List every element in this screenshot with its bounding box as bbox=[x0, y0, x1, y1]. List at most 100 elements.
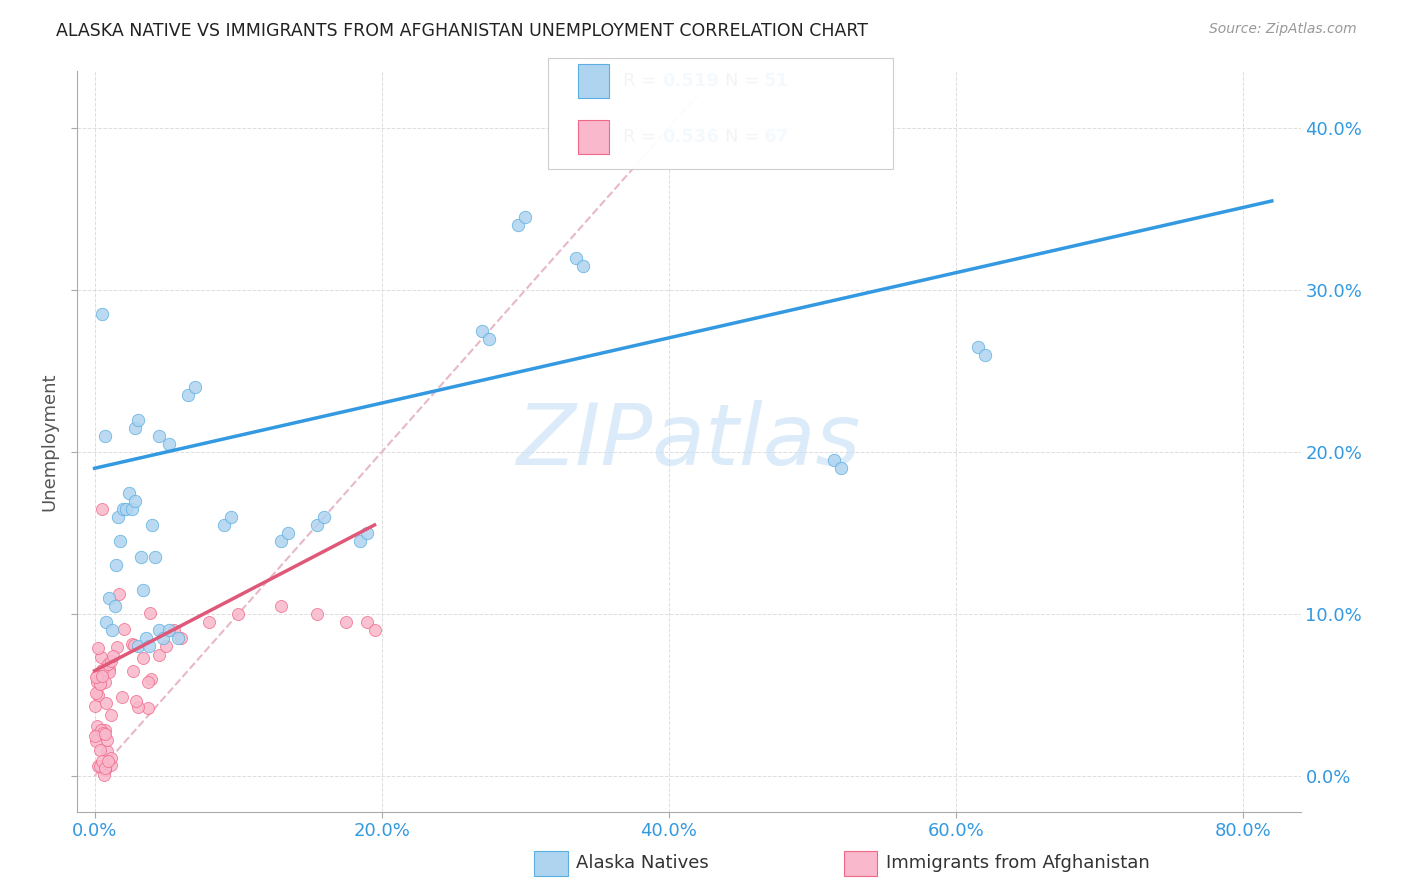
Point bbox=[125, 694, 148, 708]
Point bbox=[132, 651, 155, 665]
Point bbox=[84, 729, 107, 743]
Point bbox=[212, 518, 235, 533]
Text: Alaska Natives: Alaska Natives bbox=[576, 855, 709, 872]
Point bbox=[86, 727, 108, 741]
Point bbox=[100, 757, 122, 772]
Point bbox=[84, 698, 107, 713]
Point bbox=[141, 518, 163, 533]
Point bbox=[184, 380, 207, 394]
Point bbox=[136, 674, 159, 689]
Point bbox=[966, 340, 988, 354]
Point bbox=[349, 534, 371, 549]
Point bbox=[94, 763, 117, 777]
Point bbox=[87, 759, 110, 773]
Point bbox=[127, 700, 149, 714]
Point bbox=[97, 665, 120, 679]
Text: Source: ZipAtlas.com: Source: ZipAtlas.com bbox=[1209, 22, 1357, 37]
Point bbox=[138, 640, 160, 654]
Point bbox=[84, 686, 107, 700]
Text: R =: R = bbox=[623, 72, 662, 90]
Point bbox=[138, 607, 160, 621]
Point bbox=[96, 732, 118, 747]
Point bbox=[94, 674, 117, 689]
Point bbox=[93, 768, 115, 782]
Point bbox=[152, 632, 174, 646]
Point bbox=[219, 509, 242, 524]
Point bbox=[157, 437, 180, 451]
Point bbox=[124, 493, 146, 508]
Text: 51: 51 bbox=[763, 72, 789, 90]
Point bbox=[97, 591, 120, 605]
Point bbox=[830, 461, 852, 475]
Point bbox=[87, 669, 110, 683]
Text: ZIPatlas: ZIPatlas bbox=[517, 400, 860, 483]
Point bbox=[94, 723, 117, 737]
Point bbox=[356, 526, 378, 541]
Point bbox=[115, 501, 138, 516]
Point bbox=[84, 734, 107, 748]
Point bbox=[515, 210, 537, 224]
Point bbox=[314, 509, 336, 524]
Point bbox=[177, 388, 200, 402]
Point bbox=[157, 624, 180, 638]
Point bbox=[90, 723, 112, 737]
Point bbox=[105, 558, 128, 573]
Point bbox=[108, 587, 131, 601]
Point bbox=[973, 348, 995, 362]
Point bbox=[148, 624, 170, 638]
Point bbox=[97, 754, 120, 768]
Point bbox=[121, 664, 143, 678]
Point bbox=[270, 534, 292, 549]
Point bbox=[356, 615, 378, 630]
Point bbox=[98, 662, 121, 676]
Point bbox=[124, 421, 146, 435]
Point bbox=[127, 640, 149, 654]
Point bbox=[823, 453, 845, 467]
Point bbox=[87, 688, 110, 702]
Point bbox=[91, 669, 114, 683]
Point bbox=[277, 526, 299, 541]
Point bbox=[155, 640, 177, 654]
Point bbox=[138, 701, 160, 715]
Point bbox=[110, 534, 132, 549]
Point bbox=[94, 727, 117, 741]
Point bbox=[89, 677, 111, 691]
Point bbox=[112, 622, 135, 636]
Point bbox=[363, 624, 385, 638]
Point bbox=[93, 726, 115, 740]
Y-axis label: Unemployment: Unemployment bbox=[39, 372, 58, 511]
Point bbox=[94, 615, 117, 630]
Point bbox=[86, 674, 108, 689]
Point bbox=[101, 624, 124, 638]
Text: 0.536: 0.536 bbox=[662, 128, 718, 146]
Point bbox=[162, 624, 184, 638]
Point bbox=[90, 501, 112, 516]
Point bbox=[105, 640, 128, 655]
Point bbox=[91, 664, 114, 678]
Point bbox=[91, 754, 114, 768]
Point bbox=[86, 641, 108, 656]
Point bbox=[100, 707, 122, 722]
Text: N =: N = bbox=[725, 128, 765, 146]
Point bbox=[101, 648, 124, 663]
Point bbox=[226, 607, 249, 621]
Point bbox=[335, 615, 357, 630]
Point bbox=[127, 412, 149, 426]
Point bbox=[100, 751, 122, 765]
Point bbox=[170, 632, 193, 646]
Point bbox=[107, 509, 129, 524]
Point bbox=[471, 324, 494, 338]
Point bbox=[121, 636, 143, 650]
Text: 0.519: 0.519 bbox=[662, 72, 718, 90]
Point bbox=[89, 759, 111, 773]
Point bbox=[166, 632, 188, 646]
Point bbox=[135, 632, 157, 646]
Point bbox=[94, 761, 117, 775]
Point bbox=[93, 429, 115, 443]
Point bbox=[478, 332, 501, 346]
Point bbox=[129, 550, 152, 565]
Point bbox=[97, 657, 120, 672]
Point bbox=[90, 307, 112, 321]
Point bbox=[307, 607, 329, 621]
Point bbox=[118, 485, 141, 500]
